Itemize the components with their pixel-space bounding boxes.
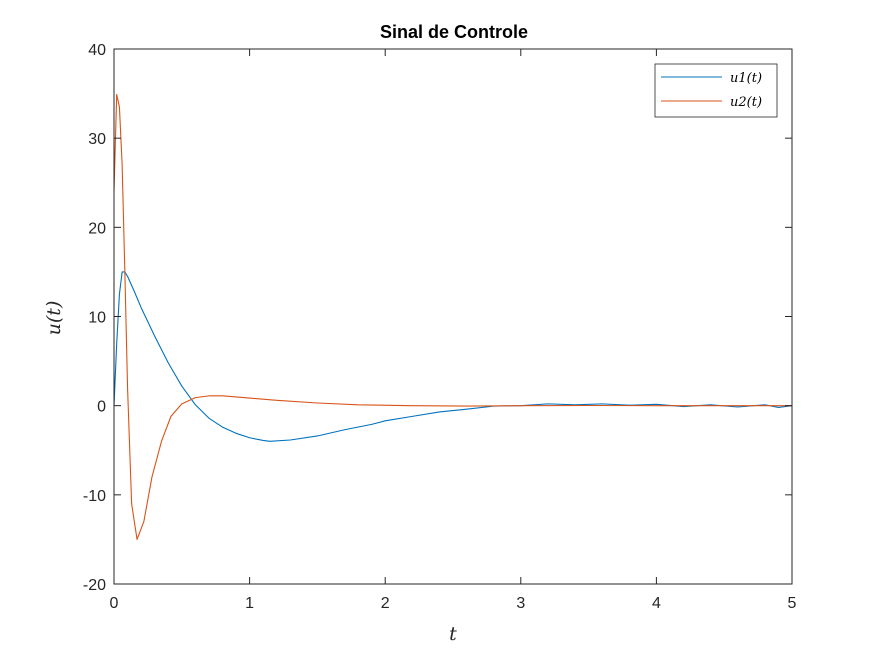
y-tick-label: 30 bbox=[88, 131, 106, 148]
series-line-1 bbox=[113, 271, 793, 442]
x-tick-label: 1 bbox=[245, 595, 254, 612]
series-layer bbox=[113, 93, 793, 540]
plot-area bbox=[113, 48, 793, 585]
y-axis-label: u(t) bbox=[43, 301, 65, 336]
x-tick-labels: 0 1 2 3 4 5 bbox=[110, 595, 797, 612]
y-tick-label: 0 bbox=[97, 399, 106, 416]
legend: u1(t) u2(t) bbox=[654, 63, 778, 118]
y-tick-label: -20 bbox=[83, 577, 106, 594]
x-tick-label: 5 bbox=[788, 595, 797, 612]
legend-label-u2: u2(t) bbox=[730, 95, 762, 110]
x-tick-label: 4 bbox=[652, 595, 661, 612]
axes-background bbox=[114, 49, 792, 584]
y-tick-label: 20 bbox=[88, 220, 106, 237]
y-tick-label: 40 bbox=[88, 42, 106, 59]
legend-label-u1: u1(t) bbox=[730, 71, 762, 86]
series-line-2 bbox=[113, 93, 792, 540]
legend-box bbox=[654, 63, 778, 118]
x-tick-label: 3 bbox=[516, 595, 525, 612]
y-tick-label: 10 bbox=[88, 310, 106, 327]
x-tick-label: 0 bbox=[110, 595, 119, 612]
y-tick-label: -10 bbox=[83, 488, 106, 505]
x-tick-label: 2 bbox=[381, 595, 390, 612]
chart-title: Sinal de Controle bbox=[380, 22, 528, 42]
y-tick-labels: -20 -10 0 10 20 30 40 bbox=[83, 42, 106, 594]
tick-marks bbox=[113, 48, 793, 585]
x-axis-label: t bbox=[449, 623, 457, 645]
